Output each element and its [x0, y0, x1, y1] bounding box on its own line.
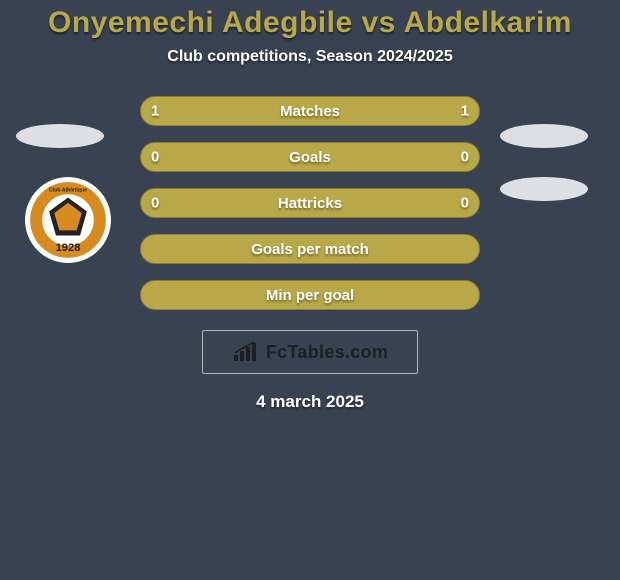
stat-rows: 1 Matches 1 0 Goals 0 0 Hattricks 0 Goals per mat…: [140, 96, 480, 310]
stat-value-right: 0: [461, 195, 469, 212]
stat-row: 0 Goals 0: [140, 142, 480, 172]
brand-text: FcTables.com: [266, 342, 388, 363]
ellipse-mid-right: [500, 177, 588, 201]
stat-label: Min per goal: [266, 287, 354, 304]
stat-label: Matches: [280, 103, 340, 120]
stat-row: Min per goal: [140, 280, 480, 310]
club-badge-svg: 1928 Club Athletique: [25, 177, 111, 263]
brand-icon: [232, 341, 260, 363]
page-title: Onyemechi Adegbile vs Abdelkarim: [0, 0, 620, 40]
stat-label: Goals: [289, 149, 331, 166]
stat-label: Hattricks: [278, 195, 342, 212]
club-badge: 1928 Club Athletique: [25, 177, 111, 263]
stat-value-right: 1: [461, 103, 469, 120]
stat-value-left: 1: [151, 103, 159, 120]
badge-text-top: Club Athletique: [49, 188, 87, 194]
stat-row: 0 Hattricks 0: [140, 188, 480, 218]
badge-year: 1928: [56, 242, 81, 254]
ellipse-top-left: [16, 124, 104, 148]
stat-value-right: 0: [461, 149, 469, 166]
ellipse-top-right: [500, 124, 588, 148]
date-text: 4 march 2025: [0, 392, 620, 412]
subtitle: Club competitions, Season 2024/2025: [0, 48, 620, 66]
stat-row: Goals per match: [140, 234, 480, 264]
stat-value-left: 0: [151, 195, 159, 212]
stat-value-left: 0: [151, 149, 159, 166]
stat-label: Goals per match: [251, 241, 369, 258]
stat-row: 1 Matches 1: [140, 96, 480, 126]
brand-box: FcTables.com: [202, 330, 418, 374]
